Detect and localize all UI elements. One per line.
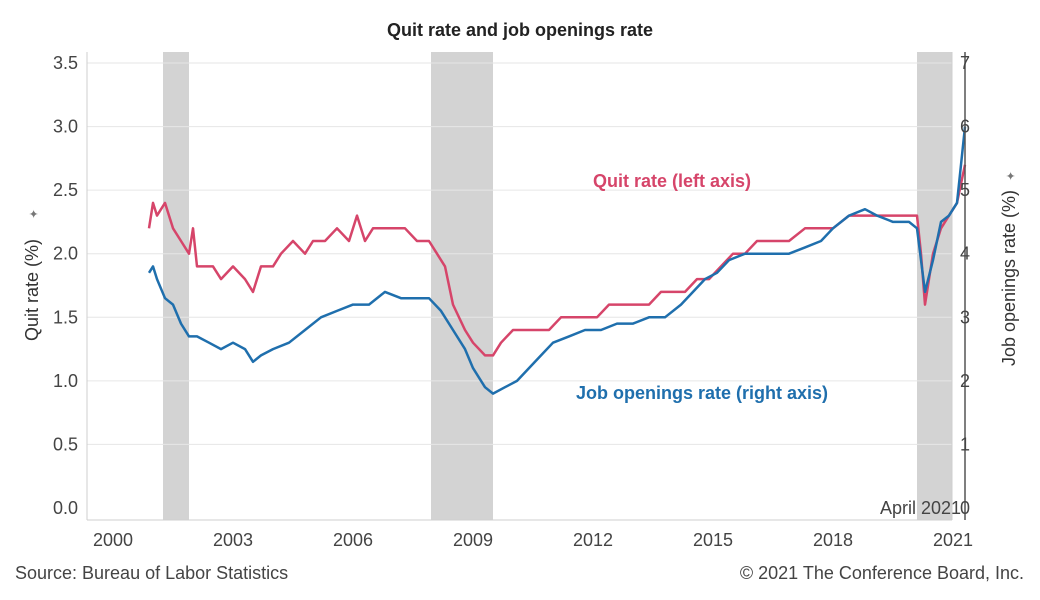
left-axis-title: Quit rate (%) (22, 239, 42, 341)
vline-label: April 2021 (880, 498, 961, 518)
left-axis-sort-icon: ✦ (27, 209, 41, 219)
y-right-tick-0: 0 (960, 498, 970, 518)
x-tick-4: 2012 (573, 530, 613, 550)
x-tick-7: 2021 (933, 530, 973, 550)
y-left-tick-1: 0.5 (53, 434, 78, 454)
right-axis-title: Job openings rate (%) (999, 190, 1019, 366)
y-right-tick-7: 7 (960, 53, 970, 73)
quit-rate-line (147, 164, 967, 357)
job-openings-line (147, 126, 967, 395)
y-left-tick-2: 1.0 (53, 371, 78, 391)
source-note: Source: Bureau of Labor Statistics (15, 563, 289, 583)
series-lines (147, 126, 967, 395)
y-right-tick-3: 3 (960, 307, 970, 327)
copyright-note: © 2021 The Conference Board, Inc. (739, 563, 1024, 583)
april-2021-marker: April 2021 (880, 52, 966, 520)
recession-bands (163, 52, 952, 520)
job-openings-annotation: Job openings rate (right axis) (576, 383, 828, 403)
y-right-tick-5: 5 (960, 180, 970, 200)
recession-band-2 (917, 52, 952, 520)
axis-ticks: 0.0 0.5 1.0 1.5 2.0 2.5 3.0 3.5 0 1 2 3 4 5 6 7 2000 2003… (53, 53, 973, 550)
recession-band-1 (431, 52, 493, 520)
right-axis-sort-icon: ✦ (1004, 171, 1018, 181)
y-right-tick-4: 4 (960, 244, 970, 264)
y-left-tick-4: 2.0 (53, 244, 78, 264)
x-tick-2: 2006 (333, 530, 373, 550)
y-right-tick-2: 2 (960, 371, 970, 391)
y-left-tick-0: 0.0 (53, 498, 78, 518)
gridlines (87, 62, 952, 445)
x-tick-1: 2003 (213, 530, 253, 550)
x-tick-0: 2000 (93, 530, 133, 550)
quit-rate-annotation: Quit rate (left axis) (593, 171, 751, 191)
plot-frame (86, 52, 953, 521)
x-tick-6: 2018 (813, 530, 853, 550)
x-tick-3: 2009 (453, 530, 493, 550)
x-tick-5: 2015 (693, 530, 733, 550)
y-left-tick-3: 1.5 (53, 307, 78, 327)
y-right-tick-1: 1 (960, 434, 970, 454)
recession-band-0 (163, 52, 189, 520)
y-right-tick-6: 6 (960, 117, 970, 137)
y-left-tick-5: 2.5 (53, 180, 78, 200)
y-left-tick-6: 3.0 (53, 117, 78, 137)
y-left-tick-7: 3.5 (53, 53, 78, 73)
chart-title: Quit rate and job openings rate (386, 20, 654, 40)
